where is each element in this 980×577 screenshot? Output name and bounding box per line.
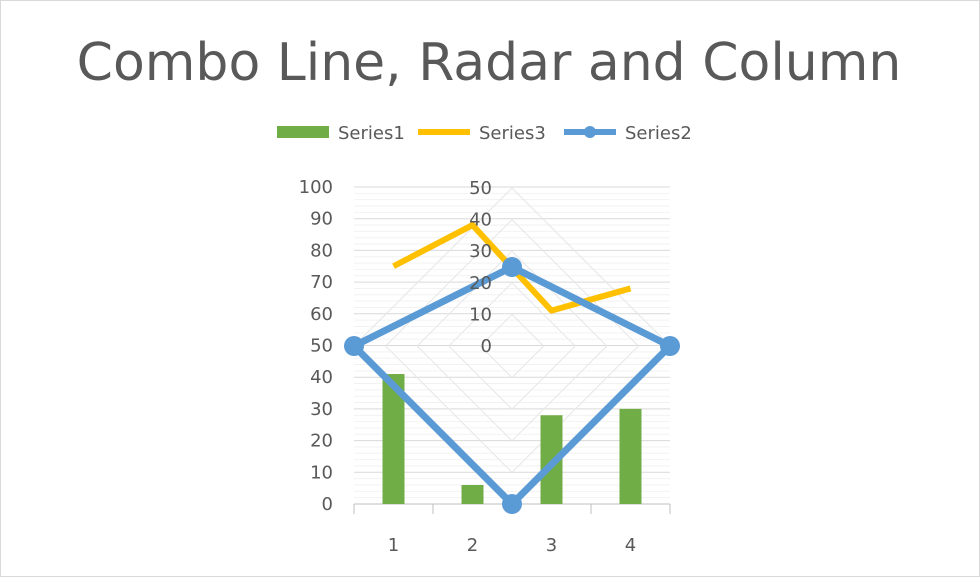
radar-web-line: [384, 218, 640, 474]
series2-marker: [502, 494, 522, 514]
y-tick-label: 90: [310, 209, 333, 230]
legend-label: Series3: [479, 123, 546, 144]
y-tick-label: 60: [310, 304, 333, 325]
bar: [382, 374, 405, 504]
x-tick-label: 1: [388, 535, 399, 556]
legend-marker: [584, 126, 596, 138]
y-tick-label: 80: [310, 240, 333, 261]
y-tick-label: 50: [310, 336, 333, 357]
x-tick-label: 3: [546, 535, 557, 556]
radar-tick-label: 0: [481, 336, 492, 357]
column-series: [382, 374, 642, 504]
y-tick-label: 100: [299, 177, 333, 198]
radar-web-line: [479, 313, 545, 379]
x-tick-label: 2: [467, 535, 478, 556]
y-tick-label: 20: [310, 431, 333, 452]
radar-series: [344, 257, 680, 514]
x-axis-ticks: 1 2 3 4: [388, 535, 636, 556]
series2-marker: [660, 336, 680, 356]
bar: [461, 484, 484, 504]
radar-web-line: [416, 250, 608, 442]
y-tick-label: 0: [322, 494, 333, 515]
y-tick-label: 40: [310, 367, 333, 388]
legend-swatch: [277, 126, 329, 138]
y-tick-label: 70: [310, 272, 333, 293]
radar-tick-label: 30: [469, 241, 492, 262]
radar-web-line: [448, 282, 576, 410]
legend-label: Series1: [338, 123, 405, 144]
legend-entry: Series3: [418, 123, 546, 144]
radar-tick-label: 40: [469, 210, 492, 231]
legend-entry: Series1: [277, 123, 405, 144]
series2-marker: [344, 336, 364, 356]
series2-marker: [502, 257, 522, 277]
y-tick-label: 30: [310, 399, 333, 420]
legend-label: Series2: [625, 123, 692, 144]
legend: Series1 Series3 Series2: [277, 123, 692, 144]
chart-title: Combo Line, Radar and Column: [77, 33, 902, 93]
y-tick-label: 10: [310, 462, 333, 483]
bar: [619, 408, 642, 504]
x-tick-label: 4: [625, 535, 636, 556]
radar-tick-label: 50: [469, 178, 492, 199]
legend-entry: Series2: [564, 123, 692, 144]
radar-tick-label: 10: [469, 304, 492, 325]
y-axis-ticks: 0 10 20 30 40 50 60 70 80 90 100: [299, 177, 333, 515]
radar-axis-ticks: 0 10 20 30 40 50: [469, 178, 492, 357]
radar-tick-label: 20: [469, 273, 492, 294]
